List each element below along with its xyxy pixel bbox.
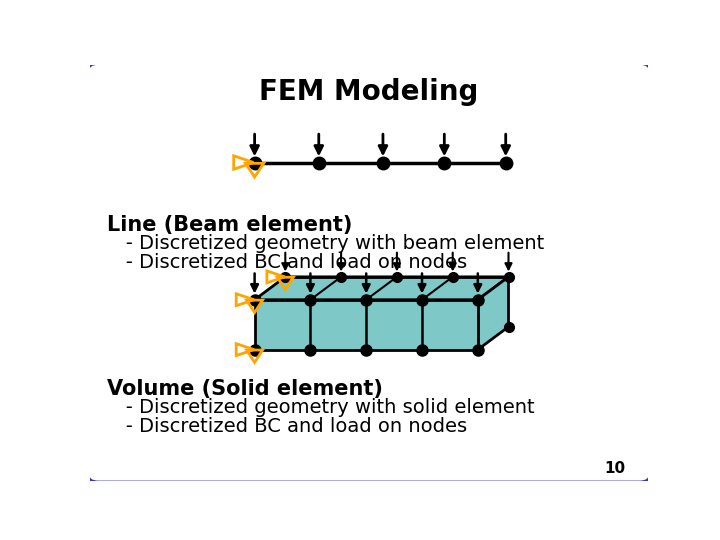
- Text: FEM Modeling: FEM Modeling: [259, 78, 479, 106]
- Text: - Discretized geometry with solid element: - Discretized geometry with solid elemen…: [107, 399, 534, 417]
- Polygon shape: [255, 300, 478, 349]
- Polygon shape: [255, 277, 508, 300]
- Polygon shape: [478, 277, 508, 349]
- Text: - Discretized BC and load on nodes: - Discretized BC and load on nodes: [107, 253, 467, 272]
- FancyBboxPatch shape: [87, 63, 651, 483]
- Text: Volume (Solid element): Volume (Solid element): [107, 379, 382, 399]
- Text: - Discretized BC and load on nodes: - Discretized BC and load on nodes: [107, 417, 467, 436]
- Text: Line (Beam element): Line (Beam element): [107, 215, 352, 235]
- Text: 10: 10: [605, 461, 626, 476]
- Text: - Discretized geometry with beam element: - Discretized geometry with beam element: [107, 234, 544, 253]
